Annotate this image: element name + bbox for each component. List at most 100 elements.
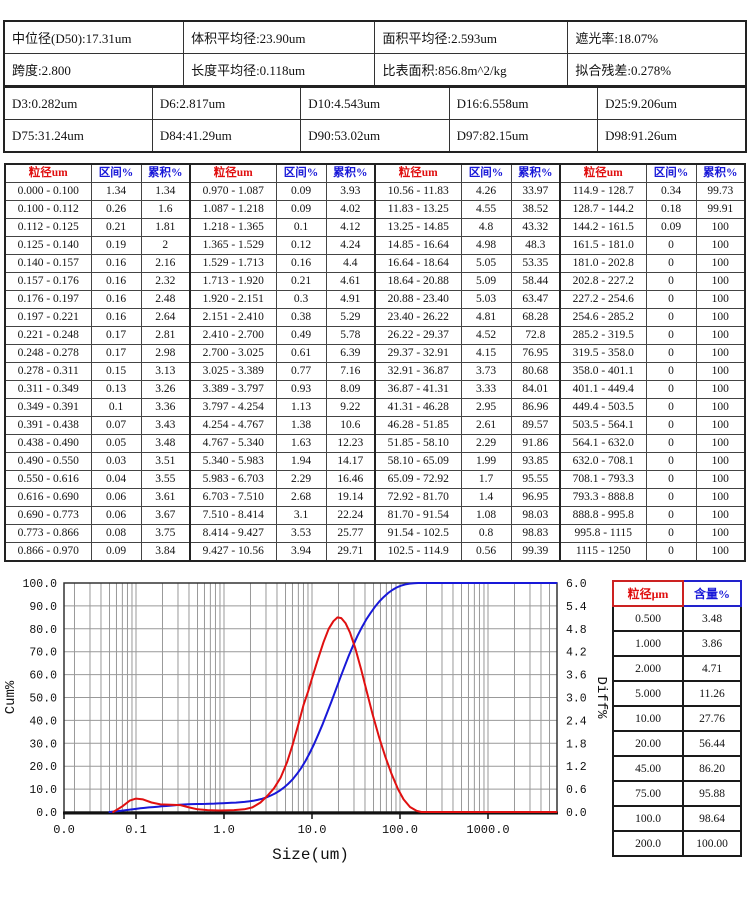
- cumulative-cell: 100: [695, 524, 746, 543]
- size-range-cell: 144.2 - 161.5: [559, 218, 647, 237]
- interval-cell: 2.68: [275, 488, 327, 507]
- cumulative-cell: 4.61: [325, 272, 376, 291]
- interval-cell: 0: [645, 308, 697, 327]
- cumulative-cell: 3.93: [325, 182, 376, 201]
- size-range-cell: 128.7 - 144.2: [559, 200, 647, 219]
- interval-cell: 1.7: [460, 470, 512, 489]
- size-distribution-chart: 0.0 10.0 20.0 30.0 40.0 50.0 60.0 70.0 80.0 90.0 1…: [0, 575, 609, 875]
- interval-cell: 0: [645, 236, 697, 255]
- size-range-cell: 0.490 - 0.550: [4, 452, 92, 471]
- cumulative-cell: 98.83: [510, 524, 561, 543]
- interval-cell: 1.13: [275, 398, 327, 417]
- cumulative-cell: 4.24: [325, 236, 376, 255]
- size-range-cell: 1.713 - 1.920: [189, 272, 277, 291]
- content-percent-cell: 11.26: [682, 680, 742, 707]
- size-range-cell: 6.703 - 7.510: [189, 488, 277, 507]
- size-range-cell: 1115 - 1250: [559, 542, 647, 562]
- content-size-cell: 1.000: [612, 630, 684, 657]
- table-row: 0.349 - 0.391 0.1 3.36 3.797 - 4.254 1.13 9.2…: [4, 398, 746, 417]
- cumulative-cell: 8.09: [325, 380, 376, 399]
- size-range-cell: 32.91 - 36.87: [374, 362, 462, 381]
- cumulative-cell: 89.57: [510, 416, 561, 435]
- list-item: 0.500 3.48: [612, 605, 742, 632]
- interval-cell: 0: [645, 362, 697, 381]
- cumulative-cell: 16.46: [325, 470, 376, 489]
- interval-cell: 0.3: [275, 290, 327, 309]
- y-left-tick-label: 70.0: [29, 647, 57, 660]
- interval-cell: 0: [645, 506, 697, 525]
- size-range-cell: 5.983 - 6.703: [189, 470, 277, 489]
- interval-cell: 0.8: [460, 524, 512, 543]
- y-left-tick-label: 0.0: [36, 807, 57, 820]
- size-range-cell: 3.389 - 3.797: [189, 380, 277, 399]
- size-range-cell: 0.278 - 0.311: [4, 362, 92, 381]
- size-range-cell: 1.920 - 2.151: [189, 290, 277, 309]
- size-range-cell: 0.221 - 0.248: [4, 326, 92, 345]
- size-range-cell: 91.54 - 102.5: [374, 524, 462, 543]
- cumulative-cell: 43.32: [510, 218, 561, 237]
- size-range-cell: 0.311 - 0.349: [4, 380, 92, 399]
- interval-cell: 5.09: [460, 272, 512, 291]
- size-range-cell: 181.0 - 202.8: [559, 254, 647, 273]
- table-row: 0.438 - 0.490 0.05 3.48 4.767 - 5.340 1.63 12…: [4, 434, 746, 453]
- y-right-tick-label: 5.4: [566, 601, 587, 614]
- content-percent-cell: 98.64: [682, 805, 742, 832]
- interval-cell: 3.94: [275, 542, 327, 562]
- content-percent-cell: 3.48: [682, 605, 742, 632]
- y-right-axis-title: Diff%: [593, 676, 608, 719]
- summary-row: 中位径(D50):17.31um 体积平均径:23.90um 面积平均径:2.5…: [3, 20, 747, 54]
- interval-cell: 0.56: [460, 542, 512, 562]
- size-range-cell: 0.197 - 0.221: [4, 308, 92, 327]
- interval-cell: 0.16: [90, 272, 142, 291]
- cumulative-cell: 1.34: [140, 182, 191, 201]
- table-row: 0.490 - 0.550 0.03 3.51 5.340 - 5.983 1.94 14…: [4, 452, 746, 471]
- cumulative-cell: 22.24: [325, 506, 376, 525]
- cumulative-cell: 38.52: [510, 200, 561, 219]
- size-range-cell: 254.6 - 285.2: [559, 308, 647, 327]
- size-range-cell: 632.0 - 708.1: [559, 452, 647, 471]
- size-range-cell: 888.8 - 995.8: [559, 506, 647, 525]
- size-range-cell: 995.8 - 1115: [559, 524, 647, 543]
- x-tick-label: 10.0: [298, 823, 327, 837]
- interval-cell: 1.34: [90, 182, 142, 201]
- cumulative-cell: 100: [695, 398, 746, 417]
- d-values-table: D3:0.282um D6:2.817um D10:4.543um D16:6.…: [3, 86, 747, 153]
- interval-cell: 4.98: [460, 236, 512, 255]
- size-range-cell: 10.56 - 11.83: [374, 182, 462, 201]
- size-range-cell: 0.550 - 0.616: [4, 470, 92, 489]
- d97-value: D97:82.15um: [448, 119, 599, 153]
- cumulative-cell: 2: [140, 236, 191, 255]
- table-row: 0.221 - 0.248 0.17 2.81 2.410 - 2.700 0.49 5.…: [4, 326, 746, 345]
- x-tick-label: 100.0: [382, 823, 418, 837]
- size-range-cell: 58.10 - 65.09: [374, 452, 462, 471]
- y-left-tick-label: 100.0: [22, 578, 57, 591]
- content-size-cell: 2.000: [612, 655, 684, 682]
- table-row: 0.866 - 0.970 0.09 3.84 9.427 - 10.56 3.94 29…: [4, 542, 746, 562]
- interval-cell: 0: [645, 470, 697, 489]
- size-range-cell: 102.5 - 114.9: [374, 542, 462, 562]
- cumulative-cell: 1.6: [140, 200, 191, 219]
- interval-cell: 3.33: [460, 380, 512, 399]
- cumulative-cell: 93.85: [510, 452, 561, 471]
- cumulative-column-header: 累积%: [510, 163, 561, 183]
- y-right-tick-label: 0.6: [566, 784, 587, 797]
- cumulative-cell: 3.36: [140, 398, 191, 417]
- interval-cell: 0.07: [90, 416, 142, 435]
- size-range-cell: 51.85 - 58.10: [374, 434, 462, 453]
- cumulative-cell: 2.81: [140, 326, 191, 345]
- size-range-cell: 285.2 - 319.5: [559, 326, 647, 345]
- interval-cell: 1.38: [275, 416, 327, 435]
- table-row: 0.125 - 0.140 0.19 2 1.365 - 1.529 0.12 4.24 1…: [4, 236, 746, 255]
- cumulative-column-header: 累积%: [325, 163, 376, 183]
- interval-cell: 0.1: [275, 218, 327, 237]
- d-values-row: D75:31.24um D84:41.29um D90:53.02um D97:…: [3, 119, 747, 153]
- interval-cell: 0: [645, 416, 697, 435]
- table-row: 0.690 - 0.773 0.06 3.67 7.510 - 8.414 3.1 22.…: [4, 506, 746, 525]
- list-item: 1.000 3.86: [612, 630, 742, 657]
- distribution-table: 粒径um 区间% 累积% 粒径um 区间% 累积% 粒径um 区间% 累积% 粒…: [4, 163, 746, 562]
- y-left-axis-title: Cum%: [3, 680, 19, 714]
- cumulative-cell: 100: [695, 254, 746, 273]
- cumulative-cell: 3.55: [140, 470, 191, 489]
- interval-cell: 4.55: [460, 200, 512, 219]
- size-range-cell: 16.64 - 18.64: [374, 254, 462, 273]
